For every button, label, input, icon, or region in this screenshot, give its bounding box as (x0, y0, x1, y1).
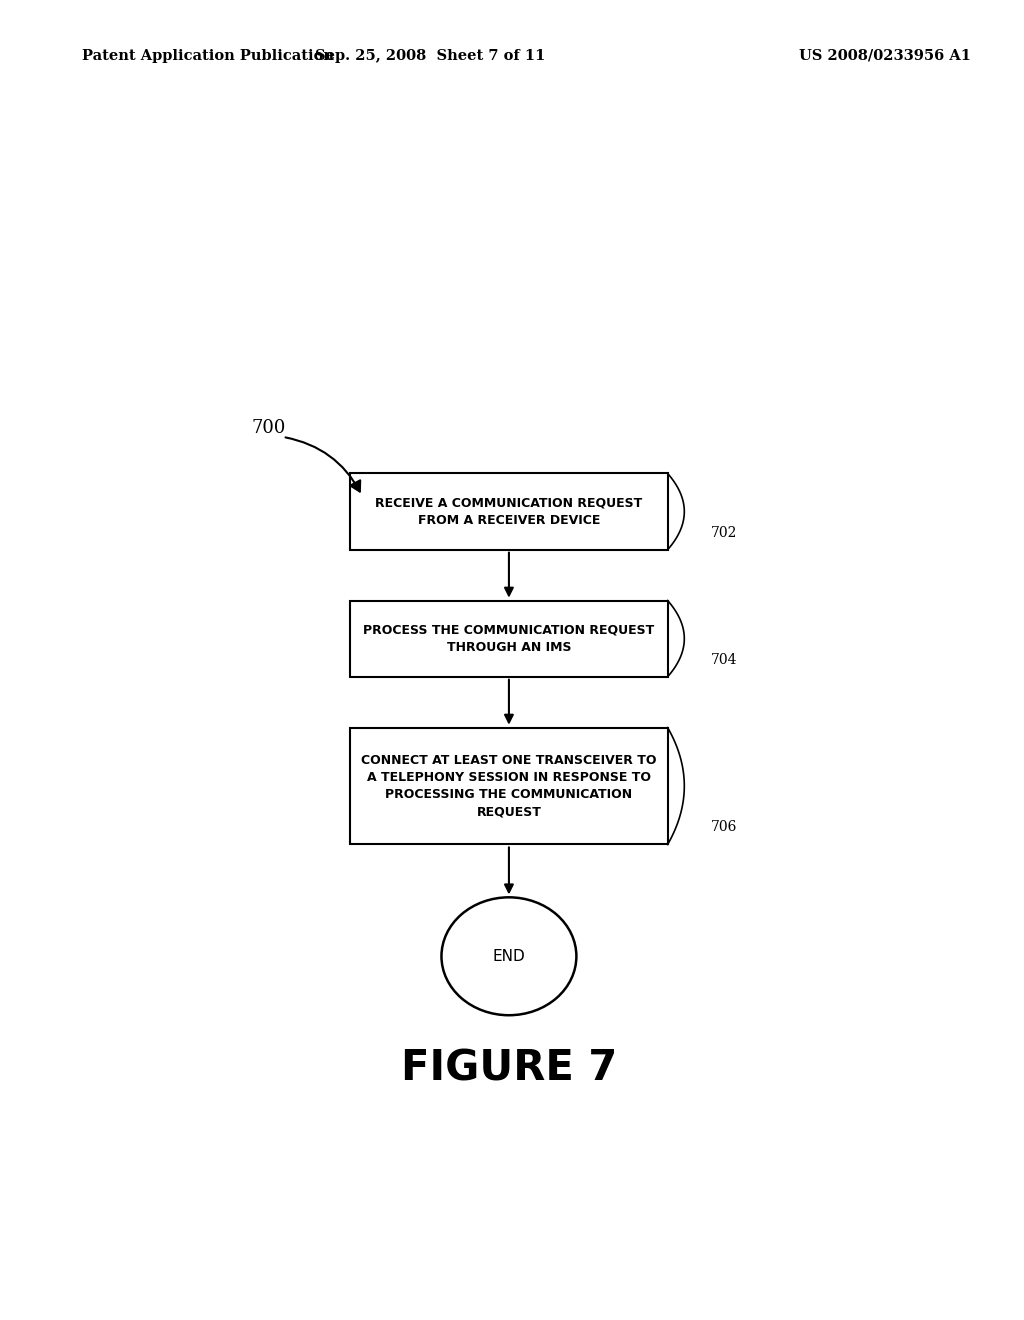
Text: 702: 702 (712, 525, 737, 540)
Text: Patent Application Publication: Patent Application Publication (82, 49, 334, 63)
Bar (350, 474, 668, 549)
Text: CONNECT AT LEAST ONE TRANSCEIVER TO
A TELEPHONY SESSION IN RESPONSE TO
PROCESSIN: CONNECT AT LEAST ONE TRANSCEIVER TO A TE… (361, 754, 656, 818)
Text: US 2008/0233956 A1: US 2008/0233956 A1 (799, 49, 971, 63)
Text: FIGURE 7: FIGURE 7 (400, 1047, 617, 1089)
FancyArrowPatch shape (286, 437, 360, 491)
Bar (350, 727, 668, 845)
Text: PROCESS THE COMMUNICATION REQUEST
THROUGH AN IMS: PROCESS THE COMMUNICATION REQUEST THROUG… (364, 623, 654, 653)
Text: 706: 706 (712, 820, 737, 834)
Text: Sep. 25, 2008  Sheet 7 of 11: Sep. 25, 2008 Sheet 7 of 11 (315, 49, 545, 63)
Bar (350, 601, 668, 677)
Text: RECEIVE A COMMUNICATION REQUEST
FROM A RECEIVER DEVICE: RECEIVE A COMMUNICATION REQUEST FROM A R… (376, 496, 642, 527)
Text: 704: 704 (712, 652, 738, 667)
Text: END: END (493, 949, 525, 964)
Ellipse shape (441, 898, 577, 1015)
Text: 700: 700 (251, 418, 286, 437)
